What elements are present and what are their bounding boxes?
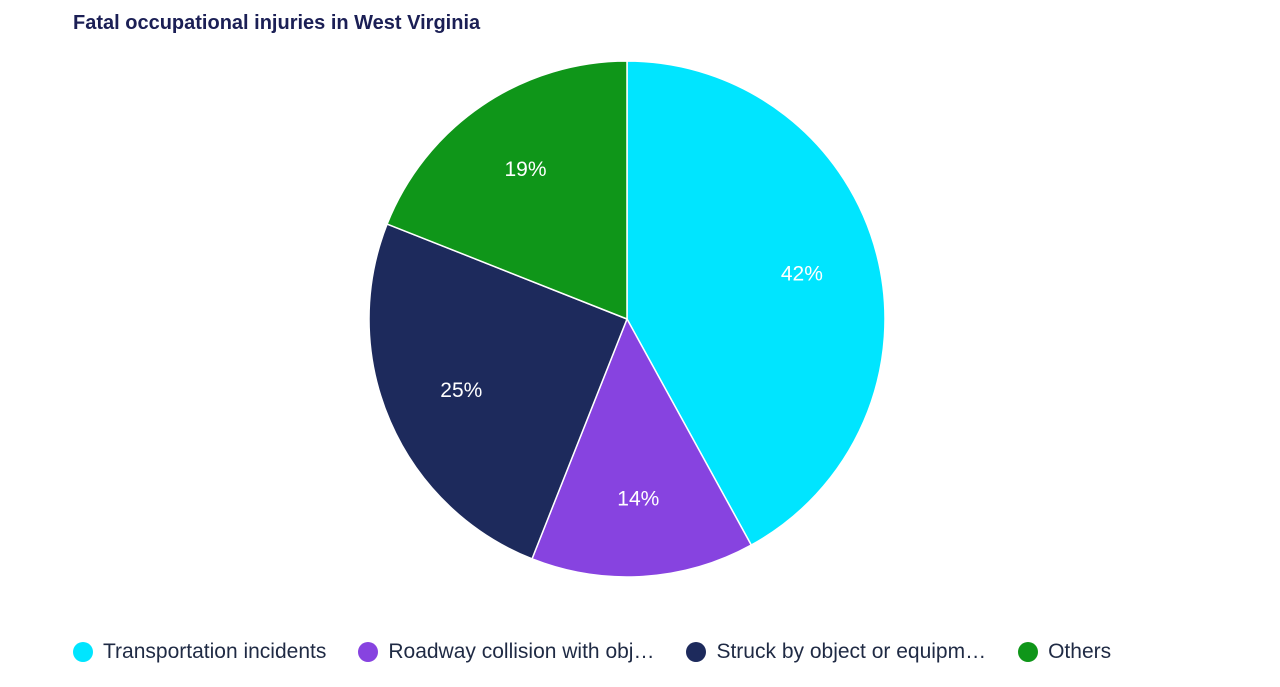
chart-title: Fatal occupational injuries in West Virg… [73, 12, 481, 34]
data-label-roadway-collision: 14% [617, 488, 659, 511]
legend-swatch-transportation-incidents [73, 642, 93, 662]
legend-item-others[interactable]: Others [1018, 640, 1111, 664]
pie-slice-struck-by-object[interactable] [368, 223, 628, 560]
data-label-others: 19% [504, 158, 546, 181]
pie-chart: 42% 14% 25% 19% [368, 60, 886, 578]
data-label-struck-by-object: 25% [440, 379, 482, 402]
pie-slice-others[interactable] [386, 60, 628, 320]
legend-swatch-others [1018, 642, 1039, 662]
legend-item-roadway-collision[interactable]: Roadway collision with obj… [358, 640, 654, 664]
data-label-transportation-incidents: 42% [781, 263, 823, 286]
pie-slice-roadway-collision[interactable] [531, 318, 753, 578]
pie-slice-transportation-incidents[interactable] [626, 60, 886, 546]
legend-label: Struck by object or equipm… [716, 640, 987, 663]
legend-swatch-roadway-collision [358, 642, 379, 662]
legend-swatch-struck-by-object [686, 642, 707, 662]
legend: Transportation incidents Roadway collisi… [73, 640, 1111, 664]
legend-label: Others [1048, 640, 1112, 663]
legend-label: Roadway collision with obj… [388, 640, 655, 663]
legend-item-struck-by-object[interactable]: Struck by object or equipm… [686, 640, 986, 664]
legend-label: Transportation incidents [103, 640, 327, 663]
legend-item-transportation-incidents[interactable]: Transportation incidents [73, 640, 326, 664]
